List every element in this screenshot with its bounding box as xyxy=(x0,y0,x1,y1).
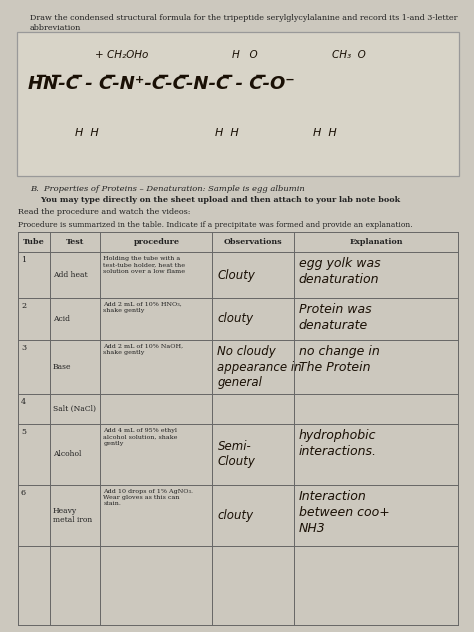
Text: H  H: H H xyxy=(215,128,239,138)
Text: 5: 5 xyxy=(21,428,26,436)
Text: egg yolk was
denaturation: egg yolk was denaturation xyxy=(299,257,381,286)
Text: procedure: procedure xyxy=(133,238,179,246)
Text: 1: 1 xyxy=(21,257,26,264)
Text: Protein was
denaturate: Protein was denaturate xyxy=(299,303,372,332)
Text: clouty: clouty xyxy=(218,509,254,522)
Text: Explanation: Explanation xyxy=(349,238,403,246)
Text: Interaction
between coo+
NH3: Interaction between coo+ NH3 xyxy=(299,490,390,535)
Text: You may type directly on the sheet upload and then attach to your lab note book: You may type directly on the sheet uploa… xyxy=(30,196,400,204)
Text: H  H: H H xyxy=(75,128,99,138)
Text: 6: 6 xyxy=(21,489,26,497)
Text: Observations: Observations xyxy=(224,238,283,246)
Text: Semi-
Clouty: Semi- Clouty xyxy=(218,440,255,468)
Text: clouty: clouty xyxy=(218,312,254,325)
Text: Read the procedure and watch the videos:: Read the procedure and watch the videos: xyxy=(18,208,191,216)
Text: Add heat: Add heat xyxy=(53,271,87,279)
Text: Procedure is summarized in the table. Indicate if a precipitate was formed and p: Procedure is summarized in the table. In… xyxy=(18,221,413,229)
Text: 4: 4 xyxy=(21,398,26,406)
Text: Test: Test xyxy=(66,238,84,246)
Text: No cloudy
appearance in
general: No cloudy appearance in general xyxy=(218,345,302,389)
Text: Add 2 mL of 10% HNO₃,
shake gently: Add 2 mL of 10% HNO₃, shake gently xyxy=(103,301,182,313)
Text: H  H: H H xyxy=(313,128,337,138)
Text: H̅N̅-C̅ - C̅-N⁺-C̅-C̅-N-C̅ - C̅-O⁻: H̅N̅-C̅ - C̅-N⁺-C̅-C̅-N-C̅ - C̅-O⁻ xyxy=(28,75,295,93)
Text: H   O: H O xyxy=(232,50,258,60)
Text: abbreviation: abbreviation xyxy=(30,24,82,32)
Text: Add 2 mL of 10% NaOH,
shake gently: Add 2 mL of 10% NaOH, shake gently xyxy=(103,344,183,355)
Text: Base: Base xyxy=(53,363,71,371)
Text: CH₃  O: CH₃ O xyxy=(332,50,366,60)
Text: Clouty: Clouty xyxy=(218,269,255,281)
Text: Salt (NaCl): Salt (NaCl) xyxy=(53,405,96,413)
FancyBboxPatch shape xyxy=(17,32,459,176)
Text: B.  Properties of Proteins – Denaturation: Sample is egg albumin: B. Properties of Proteins – Denaturation… xyxy=(30,185,305,193)
Text: 3: 3 xyxy=(21,344,26,352)
Text: Add 4 mL of 95% ethyl
alcohol solution, shake
gently: Add 4 mL of 95% ethyl alcohol solution, … xyxy=(103,428,178,446)
Text: 2: 2 xyxy=(21,301,26,310)
Text: hydrophobic
interactions.: hydrophobic interactions. xyxy=(299,428,377,458)
Text: Acid: Acid xyxy=(53,315,70,323)
Text: Heavy
metal iron: Heavy metal iron xyxy=(53,507,92,524)
Text: Draw the condensed structural formula for the tripeptide serylglycylalanine and : Draw the condensed structural formula fo… xyxy=(30,14,457,22)
Text: no change in
The Protein: no change in The Protein xyxy=(299,345,380,374)
Text: + CH₂OHo: + CH₂OHo xyxy=(95,50,148,60)
Text: Add 10 drops of 1% AgNO₃.
Wear gloves as this can
stain.: Add 10 drops of 1% AgNO₃. Wear gloves as… xyxy=(103,489,193,506)
Text: Tube: Tube xyxy=(23,238,45,246)
Text: Holding the tube with a
test-tube holder, heat the
solution over a low flame: Holding the tube with a test-tube holder… xyxy=(103,257,185,274)
Text: Alcohol: Alcohol xyxy=(53,450,81,458)
